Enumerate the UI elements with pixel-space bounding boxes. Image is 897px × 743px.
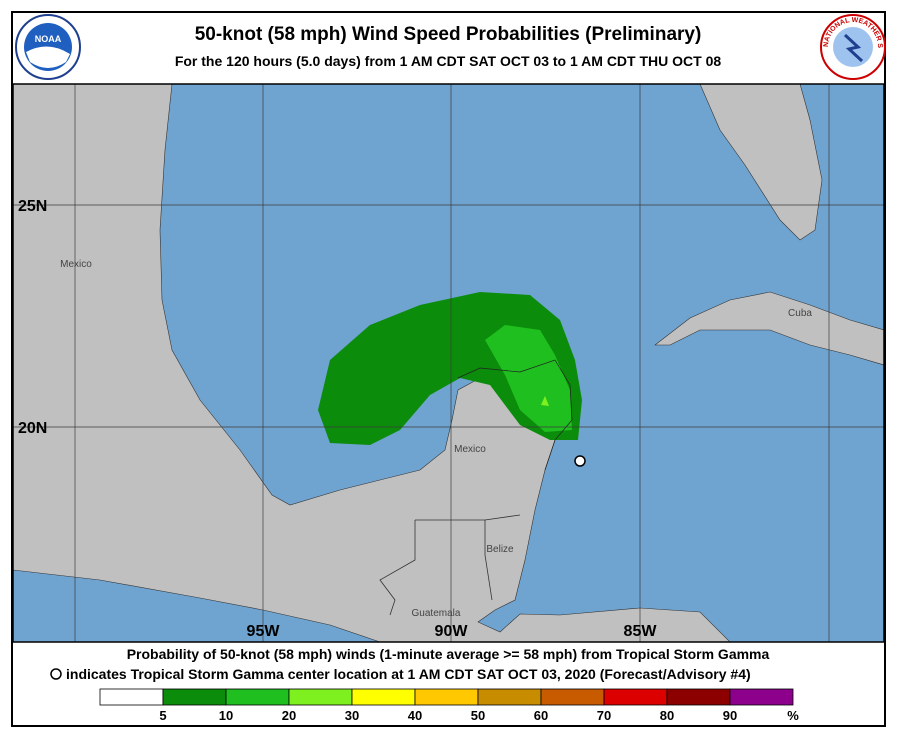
legend-swatch	[666, 688, 731, 706]
storm-center	[574, 455, 586, 467]
place-label: Mexico	[60, 259, 92, 270]
place-label: Cuba	[788, 308, 812, 319]
legend-label: 70	[597, 708, 611, 723]
graticule	[13, 84, 884, 642]
place-label: Belize	[486, 544, 514, 555]
lat-label: 20N	[18, 420, 47, 437]
border	[415, 519, 493, 601]
lon-label: 95W	[247, 623, 281, 640]
legend-label: 5	[159, 708, 166, 723]
legend-label: 30	[345, 708, 359, 723]
map-border	[12, 83, 885, 643]
florida	[699, 84, 823, 241]
lon-label: 85W	[624, 623, 658, 640]
legend-swatch	[477, 688, 542, 706]
title: 50-knot (58 mph) Wind Speed Probabilitie…	[195, 24, 702, 45]
legend-label: 10	[219, 708, 233, 723]
legend-swatch	[729, 688, 794, 706]
place-label: Mexico	[454, 444, 486, 455]
legend-swatch	[351, 688, 416, 706]
subtitle: For the 120 hours (5.0 days) from 1 AM C…	[175, 53, 722, 69]
border	[379, 520, 416, 616]
legend-label: 60	[534, 708, 548, 723]
logo-text: NOAA	[35, 34, 62, 44]
legend-label: %	[787, 708, 799, 723]
place-label: Guatemala	[412, 608, 461, 619]
noaa-logo: NOAA	[15, 14, 81, 80]
lat-label: 25N	[18, 198, 47, 215]
legend: 5 10 20 30 40 50 60 70 80 90%	[99, 688, 799, 723]
footer-line: Probability of 50-knot (58 mph) winds (1…	[127, 646, 770, 662]
legend-swatch	[225, 688, 290, 706]
cuba	[654, 291, 884, 366]
prob-10	[485, 325, 572, 432]
legend-swatch	[603, 688, 668, 706]
legend-swatch	[99, 688, 164, 706]
legend-label: 40	[408, 708, 422, 723]
border	[484, 514, 521, 521]
legend-label: 90	[723, 708, 737, 723]
map: 25N 20N 95W 90W 85W Mexico Mexico Cuba B…	[13, 84, 884, 642]
legend-swatch	[162, 688, 227, 706]
lon-label: 90W	[435, 623, 469, 640]
legend-swatch	[540, 688, 605, 706]
prob-20	[541, 396, 549, 406]
legend-label: 50	[471, 708, 485, 723]
coastline	[457, 359, 573, 471]
legend-swatch	[414, 688, 479, 706]
legend-swatch	[288, 688, 353, 706]
legend-label: 20	[282, 708, 296, 723]
footer-line: indicates Tropical Storm Gamma center lo…	[66, 666, 751, 682]
storm-symbol	[50, 668, 62, 680]
legend-label: 80	[660, 708, 674, 723]
